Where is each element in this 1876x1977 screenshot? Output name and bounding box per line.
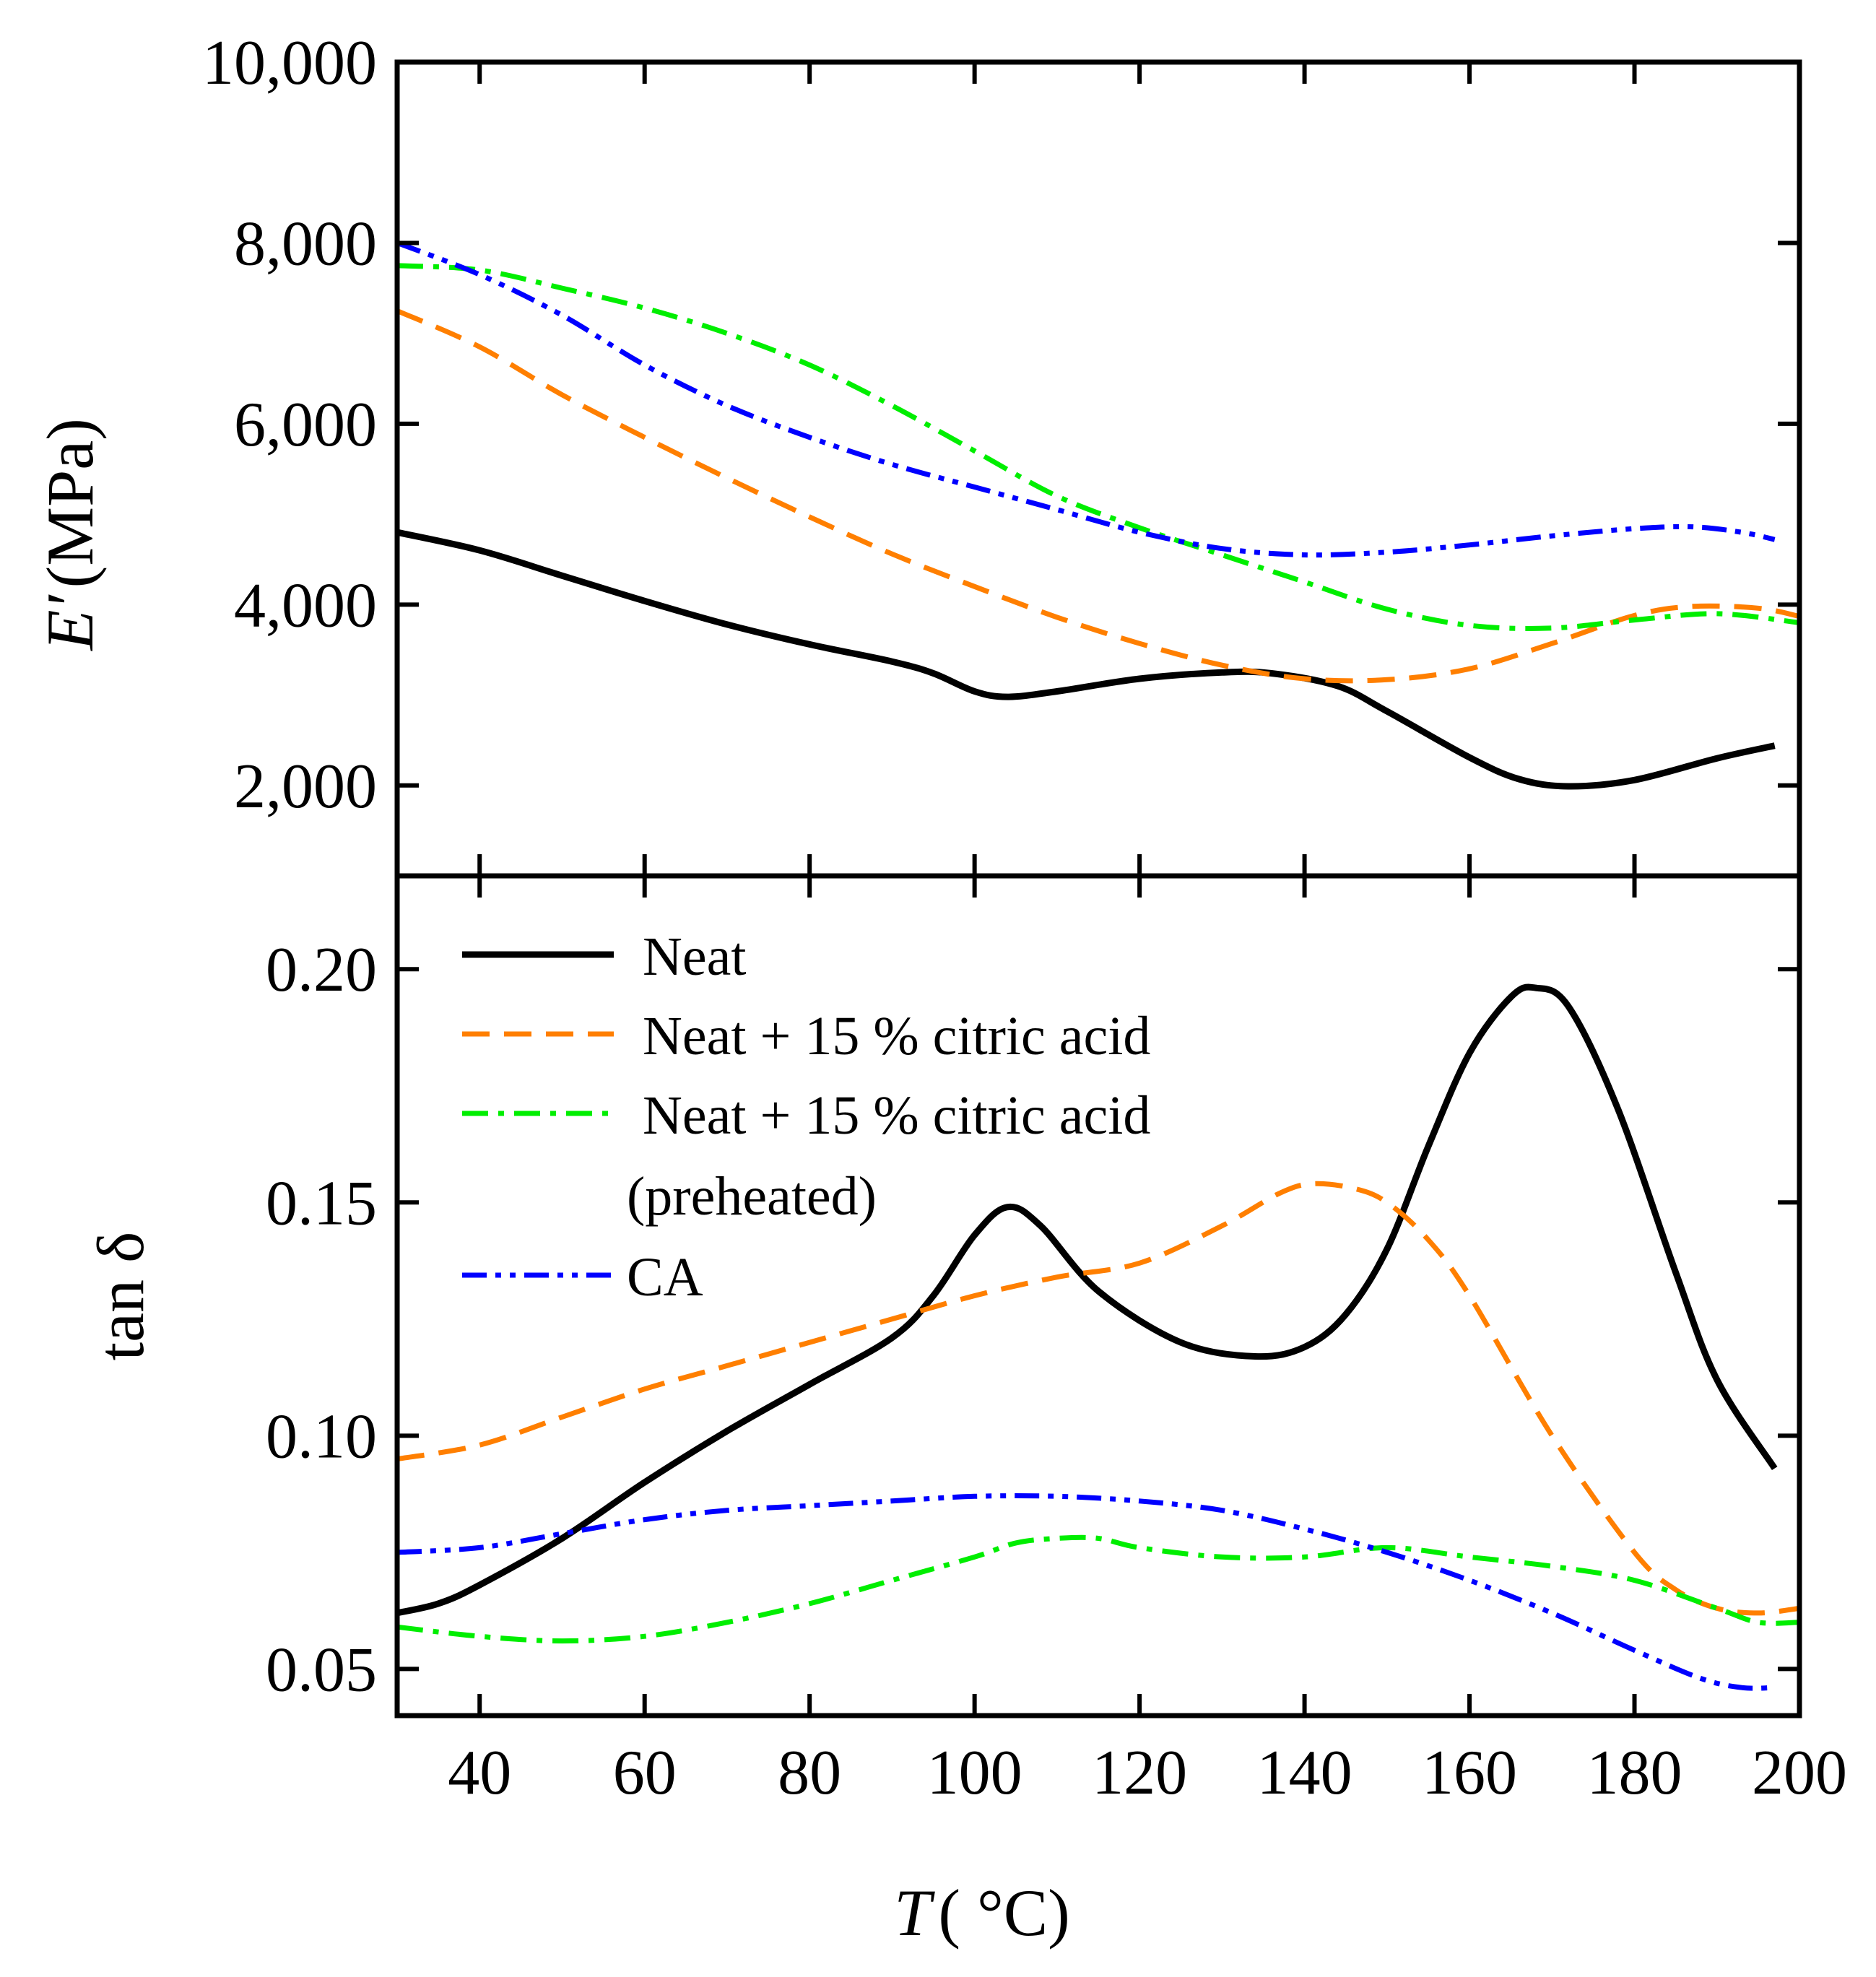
y-axis-symbol: E′ (33, 594, 107, 652)
x-tick-label: 200 (1752, 1738, 1847, 1808)
y-tick-label: 0.05 (266, 1635, 377, 1705)
x-axis-title: T( °C) (894, 1876, 1070, 1950)
storage-modulus-x-ticks (477, 62, 1802, 876)
series-line-ca-storage-modulus (396, 240, 1776, 558)
storage-modulus-panel: 2,000 4,000 6,000 8,000 10,000 E′ (MPa) (33, 28, 1802, 876)
legend-label-citric-acid: Neat + 15 % citric acid (643, 1006, 1150, 1066)
loss-tangent-x-ticks: 40 60 80 100 120 140 160 180 200 (448, 876, 1847, 1808)
series-line-neat-15-citric-acid-preheated-tan-delta (396, 1534, 1800, 1644)
legend-label-citric-acid-preheated: Neat + 15 % citric acid (643, 1085, 1150, 1146)
series-line-ca-tan-delta (396, 1493, 1775, 1691)
x-tick-label: 40 (448, 1738, 511, 1808)
loss-tangent-y-axis-title: tan δ (84, 1232, 157, 1361)
y-tick-label: 10,000 (202, 28, 377, 98)
y-tick-label: 0.20 (266, 935, 377, 1005)
legend-label-ca: CA (627, 1247, 703, 1308)
storage-modulus-y-axis-title: E′ (MPa) (33, 418, 107, 651)
series-line-neat-tan-delta (396, 983, 1778, 1617)
y-tick-label: 8,000 (234, 209, 377, 279)
legend-label-preheated-line2: (preheated) (627, 1166, 877, 1227)
x-axis-unit: ( °C) (938, 1876, 1069, 1950)
series-line-neat-15-citric-acid-tan-delta (396, 1181, 1800, 1616)
x-tick-label: 160 (1422, 1738, 1517, 1808)
y-tick-label: 2,000 (234, 752, 377, 822)
y-axis-unit: (MPa) (33, 418, 107, 588)
x-axis-symbol: T (894, 1876, 935, 1950)
x-tick-label: 140 (1257, 1738, 1352, 1808)
series-line-neat-15-citric-acid-preheated-storage-modulus (396, 263, 1800, 631)
storage-modulus-frame (394, 59, 1802, 879)
storage-modulus-y-ticks: 2,000 4,000 6,000 8,000 10,000 (202, 28, 1799, 822)
legend: Neat Neat + 15 % citric acid Neat + 15 %… (462, 926, 1150, 1308)
y-tick-label: 0.10 (266, 1402, 377, 1472)
x-tick-label: 120 (1092, 1738, 1187, 1808)
x-tick-label: 100 (927, 1738, 1022, 1808)
loss-tangent-series (396, 983, 1800, 1691)
loss-tangent-y-ticks: 0.05 0.10 0.15 0.20 (266, 935, 1799, 1705)
loss-tangent-panel: 0.05 0.10 0.15 0.20 40 60 80 100 120 140 160 180 20… (84, 876, 1847, 1950)
x-tick-label: 60 (613, 1738, 677, 1808)
storage-modulus-series (396, 240, 1800, 790)
y-tick-label: 0.15 (266, 1168, 377, 1238)
series-line-neat-storage-modulus (396, 529, 1776, 790)
loss-tangent-frame (394, 873, 1802, 1719)
x-tick-label: 180 (1587, 1738, 1682, 1808)
x-tick-label: 80 (778, 1738, 841, 1808)
legend-label-neat: Neat (643, 926, 746, 987)
y-tick-label: 4,000 (234, 570, 377, 640)
y-tick-label: 6,000 (234, 390, 377, 460)
series-line-neat-15-citric-acid-storage-modulus (396, 308, 1800, 684)
